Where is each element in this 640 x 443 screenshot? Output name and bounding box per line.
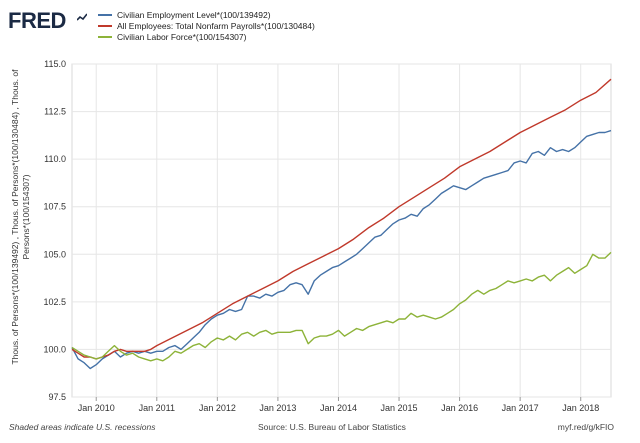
recession-note: Shaded areas indicate U.S. recessions bbox=[9, 422, 156, 432]
y-tick-label: 112.5 bbox=[44, 107, 66, 117]
source-text: Source: U.S. Bureau of Labor Statistics bbox=[258, 422, 406, 432]
y-tick-label: 102.5 bbox=[43, 297, 66, 307]
legend-swatch bbox=[98, 35, 112, 38]
x-tick-label: Jan 2010 bbox=[78, 403, 115, 413]
x-tick-label: Jan 2016 bbox=[441, 403, 478, 413]
y-tick-label: 115.0 bbox=[44, 59, 66, 69]
y-tick-label: 105.0 bbox=[43, 249, 66, 259]
y-tick-label: 110.0 bbox=[44, 154, 66, 164]
series-line-3 bbox=[71, 251, 612, 362]
legend-label: Civilian Employment Level*(100/139492) bbox=[117, 9, 271, 20]
x-tick-label: Jan 2015 bbox=[381, 403, 418, 413]
x-tick-label: Jan 2012 bbox=[199, 403, 236, 413]
legend-label: Civilian Labor Force*(100/154307) bbox=[117, 31, 247, 42]
fred-logo: FRED bbox=[8, 8, 66, 33]
x-tick-label: Jan 2011 bbox=[139, 403, 175, 413]
y-tick-label: 97.5 bbox=[48, 392, 66, 402]
x-tick-label: Jan 2018 bbox=[562, 403, 599, 413]
y-tick-label: 107.5 bbox=[43, 202, 66, 212]
line-chart-icon bbox=[77, 13, 87, 21]
x-tick-label: Jan 2017 bbox=[502, 403, 539, 413]
legend-item-1[interactable]: Civilian Employment Level*(100/139492) bbox=[98, 9, 315, 20]
short-url-link[interactable]: myf.red/g/kFIO bbox=[557, 422, 614, 432]
x-tick-label: Jan 2013 bbox=[259, 403, 296, 413]
chart-footer: Shaded areas indicate U.S. recessions So… bbox=[0, 420, 640, 438]
series-line-1 bbox=[71, 129, 612, 370]
x-tick-label: Jan 2014 bbox=[320, 403, 357, 413]
legend-item-3[interactable]: Civilian Labor Force*(100/154307) bbox=[98, 31, 315, 42]
legend-swatch bbox=[98, 13, 112, 16]
chart-legend[interactable]: Civilian Employment Level*(100/139492) Al… bbox=[98, 9, 315, 42]
y-tick-label: 100.0 bbox=[43, 344, 66, 354]
legend-item-2[interactable]: All Employees: Total Nonfarm Payrolls*(1… bbox=[98, 20, 315, 31]
plot-area bbox=[71, 63, 612, 398]
series-line-2 bbox=[71, 78, 612, 360]
legend-label: All Employees: Total Nonfarm Payrolls*(1… bbox=[117, 20, 315, 31]
legend-swatch bbox=[98, 24, 112, 27]
